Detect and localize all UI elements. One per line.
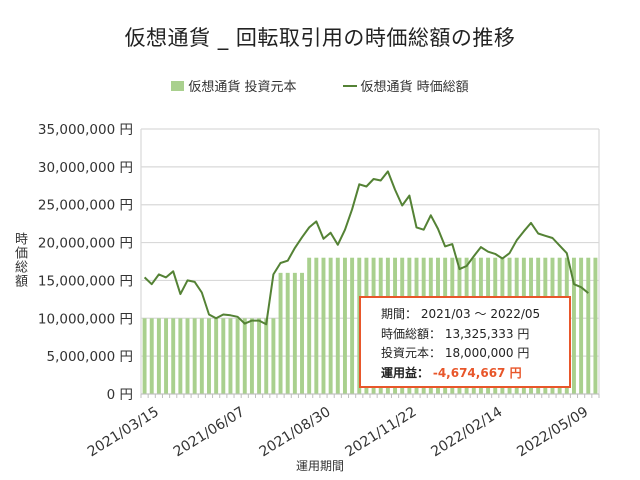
x-tick-label: 2021/11/22 — [342, 404, 419, 460]
principal-bar — [350, 257, 355, 394]
profit-value: -4,674,667 円 — [432, 365, 522, 380]
y-tick-label: 30,000,000 円 — [38, 160, 133, 176]
principal-bar — [207, 318, 211, 394]
principal-bar — [335, 257, 340, 394]
principal-bar — [171, 318, 176, 394]
principal-bar — [586, 257, 591, 394]
legend-label-market-value: 仮想通貨 時価総額 — [360, 80, 469, 95]
summary-box: 期間： 2021/03 ～ 2022/05 時価総額： 13,325,333 円… — [359, 296, 571, 388]
profit-label: 運用益： — [381, 365, 430, 380]
x-tick-label: 2021/08/30 — [257, 404, 334, 460]
principal-bar — [156, 318, 161, 394]
legend: 仮想通貨 投資元本 仮想通貨 時価総額 — [0, 76, 640, 95]
y-tick-label: 10,000,000 円 — [38, 311, 133, 327]
principal-bar — [221, 318, 226, 394]
x-axis-label: 運用期間 — [295, 459, 344, 473]
legend-item-principal: 仮想通貨 投資元本 — [171, 76, 297, 95]
y-tick-label: 35,000,000 円 — [38, 122, 133, 138]
principal-bar — [164, 318, 169, 394]
principal-bar — [271, 318, 276, 394]
x-tick-label: 2021/03/15 — [85, 404, 162, 460]
y-tick-label: 15,000,000 円 — [38, 273, 133, 289]
y-tick-label: 0 円 — [107, 387, 133, 403]
principal-bar — [278, 272, 283, 394]
principal-bar — [264, 318, 269, 394]
principal-bar — [249, 318, 254, 394]
principal-bar — [185, 318, 190, 394]
principal-bar — [321, 257, 326, 394]
principal-bar — [199, 318, 204, 394]
principal-bar — [149, 318, 154, 394]
principal-bar — [192, 318, 197, 394]
principal-bar — [228, 318, 233, 394]
period-row: 期間： 2021/03 ～ 2022/05 — [381, 305, 569, 325]
principal-row: 投資元本： 18,000,000 円 — [381, 344, 569, 364]
principal-bar — [214, 318, 219, 394]
principal-bar — [292, 272, 297, 394]
period-label: 期間： — [381, 307, 418, 321]
x-tick-label: 2022/05/09 — [514, 404, 591, 460]
x-tick-label: 2021/06/07 — [171, 404, 248, 460]
chart-title: 仮想通貨 _ 回転取引用の時価総額の推移 — [124, 26, 516, 50]
principal-bar — [257, 318, 262, 394]
y-axis-label: 時価総額 — [12, 232, 27, 288]
y-tick-label: 5,000,000 円 — [47, 349, 134, 365]
principal-bar — [579, 257, 584, 394]
principal-bar — [285, 272, 290, 394]
line-swatch-icon — [342, 84, 357, 87]
principal-bar — [342, 257, 347, 394]
market-value-line — [143, 170, 589, 326]
principal-bar — [314, 257, 319, 394]
bar-swatch-icon — [171, 80, 185, 91]
x-tick-label: 2022/02/14 — [428, 404, 505, 460]
principal-bar — [178, 318, 183, 394]
principal-bar — [571, 257, 576, 394]
principal-label: 投資元本： — [381, 346, 442, 360]
market-value: 13,325,333 円 — [444, 326, 530, 341]
principal-bar — [235, 318, 240, 394]
principal-value: 18,000,000 円 — [444, 346, 530, 360]
legend-item-market-value: 仮想通貨 時価総額 — [342, 76, 469, 95]
principal-bar — [142, 318, 147, 394]
principal-bar — [307, 257, 312, 394]
legend-label-principal: 仮想通貨 投資元本 — [188, 80, 297, 95]
period-value: 2021/03 ～ 2022/05 — [420, 307, 541, 321]
profit-row: 運用益： -4,674,667 円 — [381, 364, 569, 384]
market-value-label: 時価総額： — [381, 326, 442, 341]
principal-bar — [300, 272, 304, 394]
principal-bar — [328, 257, 333, 394]
market-value-row: 時価総額： 13,325,333 円 — [381, 325, 569, 345]
y-tick-label: 20,000,000 円 — [38, 236, 133, 252]
y-tick-label: 25,000,000 円 — [38, 198, 133, 214]
principal-bar — [593, 257, 598, 394]
principal-bar — [242, 318, 247, 394]
